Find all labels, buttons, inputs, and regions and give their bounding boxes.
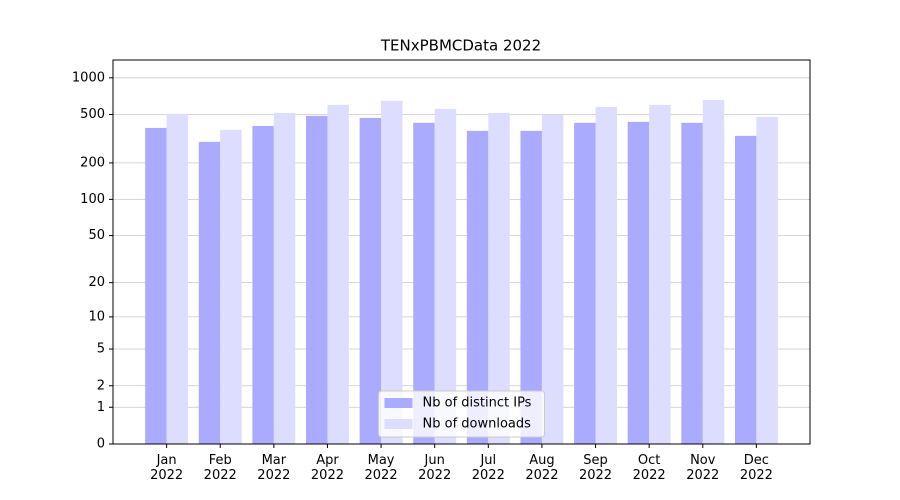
y-tick-label: 2 [97, 378, 105, 393]
y-tick-label: 500 [80, 107, 105, 122]
bar [327, 104, 349, 444]
y-tick-label: 10 [88, 309, 105, 324]
bar [413, 122, 435, 445]
legend-box [378, 390, 545, 438]
y-tick-label: 5 [97, 342, 105, 357]
legend-swatch [384, 419, 413, 429]
y-tick-label: 200 [80, 155, 105, 170]
bar [756, 116, 778, 444]
bar [306, 115, 328, 444]
x-tick-label: Jun 2022 [418, 453, 452, 483]
x-tick-label: Aug 2022 [525, 453, 559, 483]
plot-frame [112, 59, 811, 445]
x-tick-label: May 2022 [364, 453, 398, 483]
bar [649, 104, 671, 444]
x-tick-label: Oct 2022 [632, 453, 666, 483]
y-tick-label: 0 [97, 437, 105, 452]
bar [145, 127, 167, 444]
y-tick-label: 20 [88, 275, 105, 290]
legend-swatch [384, 398, 413, 408]
x-tick-label: Sep 2022 [578, 453, 613, 483]
x-tick-label: Apr 2022 [310, 453, 344, 483]
bar [166, 113, 189, 445]
bar [434, 108, 457, 444]
bar [627, 121, 650, 444]
y-tick-label: 100 [80, 192, 105, 207]
chart-title: TENxPBMCData 2022 [380, 37, 541, 55]
bar [466, 130, 489, 444]
x-tick-label: Jul 2022 [471, 453, 505, 483]
x-tick-label: Dec 2022 [739, 453, 773, 483]
bar [520, 130, 542, 444]
bar [541, 114, 564, 444]
y-tick-label: 50 [88, 228, 105, 243]
bar [595, 106, 617, 444]
y-tick-label: 1 [97, 400, 105, 415]
y-tick-label: 1000 [72, 70, 105, 85]
bar [681, 122, 703, 445]
x-tick-label: Feb 2022 [203, 453, 237, 483]
bar [273, 112, 296, 444]
bar [220, 129, 242, 445]
bar [574, 122, 596, 445]
bar [252, 125, 274, 444]
bar [198, 141, 221, 444]
x-tick-label: Jan 2022 [150, 453, 184, 483]
legend-label: Nb of downloads [423, 417, 532, 432]
bar [359, 117, 382, 444]
legend: Nb of distinct IPs Nb of downloads [378, 390, 545, 438]
bar [702, 99, 725, 444]
x-tick-label: Nov 2022 [686, 453, 720, 483]
bar [734, 135, 757, 445]
x-tick-label: Mar 2022 [257, 453, 291, 483]
legend-label: Nb of distinct IPs [423, 396, 532, 411]
bar [488, 112, 510, 444]
bar [381, 100, 403, 445]
